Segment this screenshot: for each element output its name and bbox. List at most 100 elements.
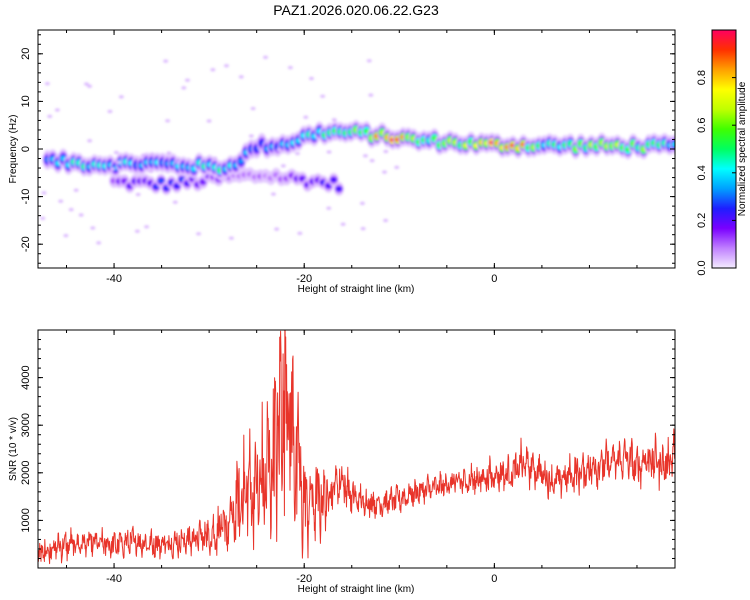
heatmap-speckle [238, 75, 244, 79]
heatmap-speckle [90, 226, 96, 230]
heatmap-speckle [87, 84, 93, 88]
heatmap-speckle [109, 167, 115, 171]
heatmap-cell-core [158, 179, 165, 183]
heatmap-speckle [54, 108, 60, 112]
y-tick-label: 1000 [20, 508, 32, 532]
heatmap-cell-core [199, 180, 206, 184]
heatmap-speckle [228, 236, 234, 240]
colorbar-tick-label: 0.0 [696, 260, 708, 275]
heatmap-speckle [303, 115, 309, 119]
heatmap-speckle [332, 136, 338, 140]
heatmap-speckle [250, 106, 256, 111]
heatmap-speckle [320, 94, 326, 98]
x-tick-label: 0 [491, 573, 497, 585]
heatmap-speckle [340, 222, 346, 226]
heatmap-speckle [184, 78, 190, 82]
heatmap-speckle [366, 59, 372, 63]
heatmap-speckle [96, 241, 102, 245]
heatmap-cell-core [672, 142, 675, 147]
heatmap-speckle [263, 55, 269, 59]
heatmap-speckle [148, 169, 154, 173]
heatmap-speckle [44, 82, 50, 86]
heatmap-speckle [188, 161, 194, 165]
y-tick-label: 20 [20, 48, 32, 60]
heatmap-speckle [40, 216, 46, 220]
heatmap-speckle [362, 154, 368, 158]
heatmap-speckle [47, 114, 53, 118]
heatmap-speckle [63, 234, 69, 238]
colorbar-frame [711, 29, 737, 269]
snr-series-line [38, 330, 675, 565]
y-tick-label: -20 [20, 236, 32, 252]
heatmap-speckle [297, 231, 303, 235]
colorbar-gradient [712, 30, 736, 268]
x-tick-label: 0 [491, 273, 497, 285]
heatmap-speckle [166, 151, 172, 155]
spectrogram-heatmap [40, 55, 675, 245]
heatmap-speckle [196, 232, 202, 236]
snr-y-ticks: 1000 2000 3000 4000 [20, 329, 675, 569]
heatmap-speckle [172, 200, 178, 204]
heatmap-cell-core [152, 185, 159, 189]
colorbar-label: Normalized spectral amplitude [737, 81, 748, 216]
heatmap-speckle [163, 59, 169, 63]
heatmap-cell-core [173, 184, 180, 188]
heatmap-speckle [359, 201, 365, 206]
spectrogram-x-axis-label: Height of straight line (km) [298, 284, 415, 295]
snr-panel: -40 -20 0 1000 2000 3000 4000 Height of strai… [8, 329, 676, 595]
heatmap-speckle [270, 192, 276, 196]
y-tick-label: 2000 [20, 461, 32, 485]
heatmap-speckle [210, 68, 216, 72]
heatmap-speckle [141, 153, 147, 157]
heatmap-speckle [135, 192, 141, 197]
heatmap-speckle [165, 119, 171, 123]
spectrogram-x-ticks: -40 -20 0 [66, 30, 638, 285]
heatmap-speckle [276, 148, 282, 152]
heatmap-speckle [307, 185, 313, 189]
spectrogram-y-axis-label: Frequency (Hz) [8, 115, 19, 184]
heatmap-speckle [382, 170, 388, 174]
heatmap-speckle [87, 139, 93, 143]
heatmap-speckle [223, 64, 229, 68]
heatmap-speckle [107, 109, 113, 114]
heatmap-speckle [206, 119, 212, 123]
heatmap-speckle [115, 160, 121, 165]
heatmap-speckle [68, 208, 74, 212]
heatmap-speckle [308, 76, 314, 81]
heatmap-cell-core [299, 177, 306, 181]
snr-x-axis-label: Height of straight line (km) [298, 584, 415, 595]
colorbar: 0.0 0.2 0.4 0.6 0.8 Normalized spectral ampl… [696, 29, 748, 276]
x-tick-label: -20 [296, 573, 312, 585]
x-tick-label: -40 [106, 273, 122, 285]
heatmap-speckle [280, 164, 286, 168]
heatmap-speckle [331, 118, 337, 122]
heatmap-cell-core [237, 159, 244, 164]
heatmap-speckle [58, 199, 64, 203]
y-tick-label: -10 [20, 189, 32, 205]
colorbar-tick-label: 0.2 [696, 213, 708, 228]
colorbar-tick-label: 0.6 [696, 118, 708, 133]
colorbar-ticks: 0.0 0.2 0.4 0.6 0.8 [696, 70, 736, 276]
spectrogram-panel: -40 -20 0 -20 -10 0 10 20 Height of straight l… [8, 29, 676, 295]
heatmap-speckle [326, 206, 332, 210]
heatmap-speckle [118, 95, 124, 99]
heatmap-speckle [383, 149, 389, 154]
heatmap-cell-core [325, 184, 332, 188]
heatmap-speckle [113, 150, 119, 155]
colorbar-tick-label: 0.4 [696, 165, 708, 180]
y-tick-label: 10 [20, 95, 32, 107]
heatmap-speckle [394, 165, 400, 169]
x-tick-label: -20 [296, 273, 312, 285]
heatmap-cell-core [163, 186, 170, 190]
heatmap-speckle [73, 188, 79, 192]
heatmap-speckle [368, 93, 374, 97]
heatmap-speckle [369, 159, 375, 163]
x-tick-label: -40 [106, 573, 122, 585]
snr-x-ticks: -40 -20 0 [66, 330, 638, 585]
y-tick-label: 0 [20, 146, 32, 152]
heatmap-speckle [248, 134, 254, 138]
heatmap-speckle [175, 160, 181, 164]
spectrogram-y-ticks: -20 -10 0 10 20 [20, 34, 675, 264]
heatmap-cell-core [335, 187, 342, 191]
